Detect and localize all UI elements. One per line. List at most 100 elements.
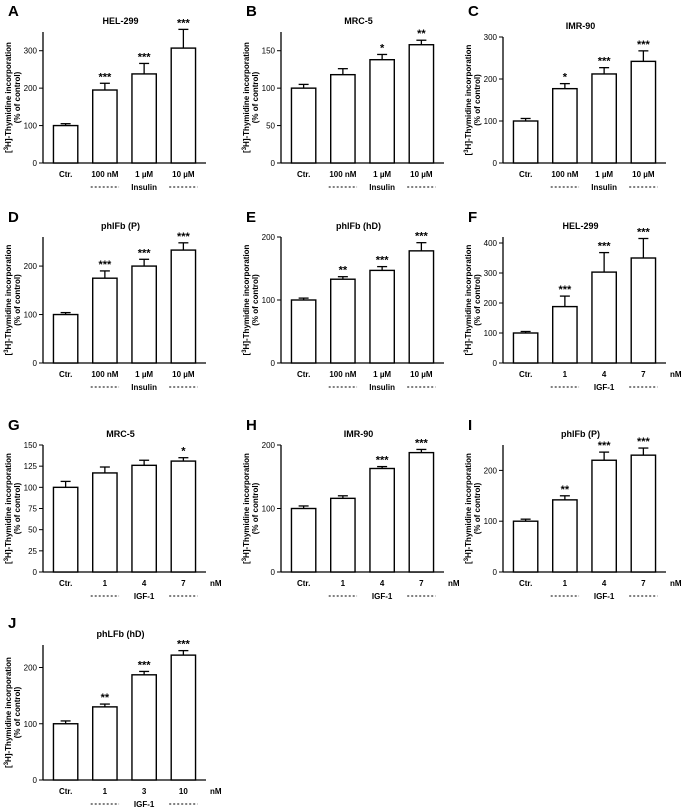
y-tick-label: 75 [28,505,37,514]
chart-title: IMR-90 [566,21,596,31]
x-tick-label: 7 [181,579,186,588]
y-tick-label: 0 [271,359,276,368]
y-axis-label-unit: (% of control) [473,74,482,126]
x-tick-label: Ctr. [59,370,72,379]
y-tick-label: 200 [262,441,276,450]
bar [131,265,157,364]
significance-marker: ** [339,265,348,277]
significance-marker: *** [138,51,152,63]
x-tick-label: 4 [602,579,607,588]
x-tick-label: 1 [563,370,568,379]
bar [131,73,157,164]
panel-letter: J [8,615,16,632]
y-axis-label: [3H]-Thymidine incorporation [242,244,251,355]
y-axis-label: [3H]-Thymidine incorporation [464,244,473,355]
bar [369,58,395,164]
y-axis-label-unit: (% of control) [251,71,260,123]
bar [290,87,317,164]
bar [290,299,317,364]
x-tick-label: 100 nM [91,170,118,179]
bar [408,44,435,164]
y-axis-label-open: [ [464,561,473,564]
treatment-label: IGF-1 [594,592,615,601]
bar [369,467,395,573]
bar [630,60,657,164]
y-axis-label-unit: (% of control) [13,482,22,534]
x-tick-label: 1 [341,579,346,588]
chart-title: MRC-5 [106,429,135,439]
bar [330,278,356,364]
significance-marker: * [181,446,186,458]
y-axis-label-main: H]-Thymidine incorporation [4,244,13,349]
y-axis-label-sup: 3 [242,146,248,150]
y-tick-label: 400 [484,239,498,248]
chart-title: MRC-5 [344,16,373,26]
y-tick-label: 200 [24,262,38,271]
bar [170,249,197,364]
y-axis-label: [3H]-Thymidine incorporation [242,453,251,564]
x-tick-label: Ctr. [297,579,310,588]
y-axis-label-sup: 3 [464,557,470,561]
y-tick-label: 100 [262,296,276,305]
bar [408,451,435,573]
y-axis-label-sup: 3 [242,349,248,353]
y-tick-label: 100 [24,483,38,492]
bar [591,271,617,364]
x-tick-label: 4 [142,579,147,588]
y-axis-label: [3H]-Thymidine incorporation [242,42,251,153]
bar [591,459,617,573]
bar [369,269,395,364]
x-tick-label: 10 µM [172,170,195,179]
y-axis-label-open: [ [242,150,251,153]
y-tick-label: 0 [271,159,276,168]
y-axis-label-main: H]-Thymidine incorporation [242,244,251,349]
y-tick-label: 150 [24,441,38,450]
significance-marker: *** [558,284,572,296]
y-tick-label: 100 [484,329,498,338]
x-tick-label: 100 nM [329,170,356,179]
x-unit-label: nM [210,787,222,796]
bar [552,499,578,573]
significance-marker: *** [637,39,651,51]
y-axis-label-main: H]-Thymidine incorporation [464,453,473,558]
panel-a: A HEL-299 [3H]-Thymidine incorporation (% o… [4,3,206,192]
bar [330,73,356,164]
y-tick-label: 0 [33,359,38,368]
x-tick-label: 10 µM [410,370,433,379]
panel-g: G MRC-5 [3H]-Thymidine incorporation (% of … [4,417,222,601]
y-axis-label: [3H]-Thymidine incorporation [4,657,13,768]
x-unit-label: nM [670,579,682,588]
panel-letter: E [246,209,256,226]
bar [131,674,157,781]
bar [170,654,197,781]
y-tick-label: 200 [484,466,498,475]
y-tick-label: 50 [266,122,275,131]
panel-letter: F [468,209,477,226]
x-tick-label: 1 µM [595,170,613,179]
y-axis-label-main: H]-Thymidine incorporation [4,42,13,147]
significance-marker: ** [417,28,426,40]
x-tick-label: 1 µM [373,170,391,179]
chart-title: phlFb (hD) [336,221,381,231]
significance-marker: *** [177,231,191,243]
bar [92,277,118,364]
significance-marker: *** [138,659,152,671]
y-axis-label: [3H]-Thymidine incorporation [464,44,473,155]
x-tick-label: Ctr. [519,370,532,379]
panel-letter: I [468,417,472,434]
y-tick-label: 200 [24,84,38,93]
chart-title: phlFb (P) [561,429,600,439]
chart-title: HEL-299 [562,221,598,231]
bar [52,313,79,364]
y-tick-label: 100 [24,720,38,729]
x-tick-label: 100 nM [551,170,578,179]
significance-marker: *** [177,17,191,29]
significance-marker: *** [598,56,612,68]
bar [552,87,578,164]
treatment-label: Insulin [369,183,395,192]
significance-marker: * [563,72,568,84]
significance-marker: *** [177,639,191,651]
y-tick-label: 300 [484,33,498,42]
y-tick-label: 0 [493,568,498,577]
treatment-label: IGF-1 [134,592,155,601]
